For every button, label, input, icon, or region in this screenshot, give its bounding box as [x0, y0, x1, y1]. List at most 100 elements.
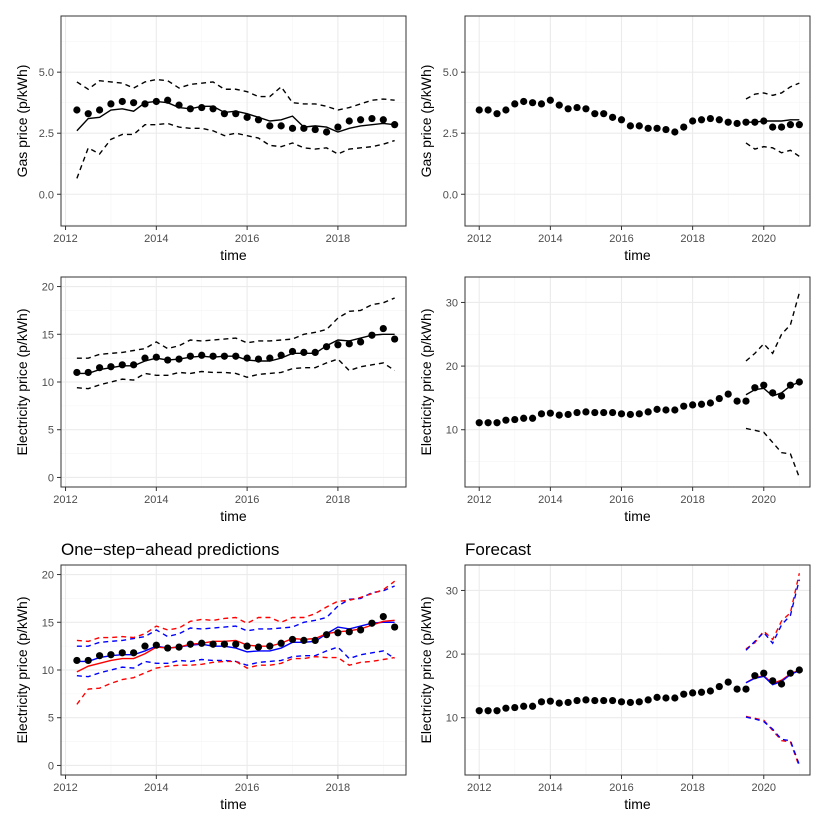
data-point [209, 640, 217, 648]
data-point [582, 105, 590, 113]
data-point [777, 123, 786, 131]
x-tick-label: 2012 [53, 233, 77, 245]
data-point [786, 381, 795, 389]
data-point [232, 640, 240, 648]
x-tick-label: 2016 [609, 233, 633, 245]
data-point [254, 355, 263, 363]
data-point [760, 381, 768, 389]
y-tick-label: 2.5 [443, 128, 458, 140]
data-point [84, 656, 92, 665]
series-group [73, 297, 399, 390]
x-axis-title: time [220, 796, 247, 812]
y-tick-label: 0 [48, 472, 54, 484]
data-point [769, 677, 777, 685]
x-tick-label: 2012 [467, 233, 491, 245]
data-point [600, 110, 608, 118]
data-point [671, 406, 679, 414]
data-point [751, 672, 759, 680]
data-point [484, 707, 492, 715]
data-point [626, 698, 634, 707]
data-point [345, 628, 353, 636]
data-point [475, 106, 483, 114]
data-point [220, 640, 229, 648]
data-point [164, 356, 172, 364]
series-line-red-upper [76, 580, 396, 643]
panel-border [464, 15, 811, 227]
data-point [84, 368, 92, 377]
data-point [706, 687, 715, 695]
data-point [254, 643, 263, 651]
data-point [266, 354, 274, 362]
data-point [288, 347, 297, 356]
series-line-blue-lower [76, 646, 396, 678]
data-point [662, 694, 670, 702]
x-tick-label: 2018 [326, 782, 350, 794]
data-point [689, 689, 697, 697]
data-point [368, 114, 376, 123]
data-point [715, 116, 723, 124]
data-point [311, 636, 319, 645]
data-point [391, 121, 399, 129]
data-point [243, 642, 251, 650]
data-point [357, 338, 365, 346]
x-axis-title: time [624, 796, 651, 812]
data-point [786, 669, 795, 677]
data-point [334, 629, 342, 637]
series-line-lower [76, 122, 395, 179]
x-axis-title: time [220, 508, 247, 524]
data-point [475, 419, 483, 427]
data-point [198, 103, 206, 112]
data-point [564, 105, 572, 113]
x-axis-title: time [624, 508, 651, 524]
data-point [795, 666, 803, 674]
x-tick-label: 2016 [235, 782, 259, 794]
data-point [198, 639, 206, 647]
data-point [520, 702, 528, 710]
data-point [511, 703, 519, 712]
data-point [769, 389, 777, 397]
data-point [243, 354, 251, 362]
panel-3: 2012 2014 2016 2018 0 5 10 15 20 time Electricity … [14, 276, 407, 524]
data-point [175, 355, 183, 363]
data-point [95, 364, 104, 372]
data-point [311, 348, 319, 357]
data-point [697, 116, 706, 124]
data-point [107, 651, 115, 659]
y-tick-label: 5.0 [39, 67, 54, 79]
data-point [733, 685, 741, 693]
y-tick-label: 30 [446, 585, 458, 597]
x-tick-label: 2020 [752, 494, 776, 506]
data-point [680, 402, 688, 410]
data-point [653, 405, 661, 413]
data-point [107, 363, 115, 371]
panel-border [464, 276, 811, 488]
y-tick-label: 20 [446, 649, 458, 661]
panel-border [464, 564, 811, 776]
y-tick-label: 2.5 [39, 128, 54, 140]
x-tick-label: 2012 [467, 782, 491, 794]
data-point [697, 688, 706, 696]
x-tick-label: 2018 [680, 782, 704, 794]
series-group [73, 78, 399, 179]
data-point [379, 324, 387, 333]
data-point [84, 110, 92, 118]
data-point [391, 623, 399, 631]
series-line-lower [745, 142, 800, 157]
data-point [733, 119, 741, 128]
data-point [266, 642, 274, 650]
y-tick-label: 20 [42, 282, 54, 294]
data-point [345, 340, 353, 348]
data-point [715, 682, 723, 691]
y-tick-label: 5 [48, 713, 54, 725]
data-point [795, 378, 803, 386]
data-point [573, 103, 581, 112]
data-point [591, 110, 599, 118]
x-tick-label: 2012 [53, 782, 77, 794]
x-tick-label: 2018 [326, 494, 350, 506]
y-tick-label: 0 [48, 760, 54, 772]
data-point [680, 123, 688, 131]
data-point [706, 399, 715, 407]
data-point [357, 626, 365, 634]
data-point [795, 121, 803, 129]
